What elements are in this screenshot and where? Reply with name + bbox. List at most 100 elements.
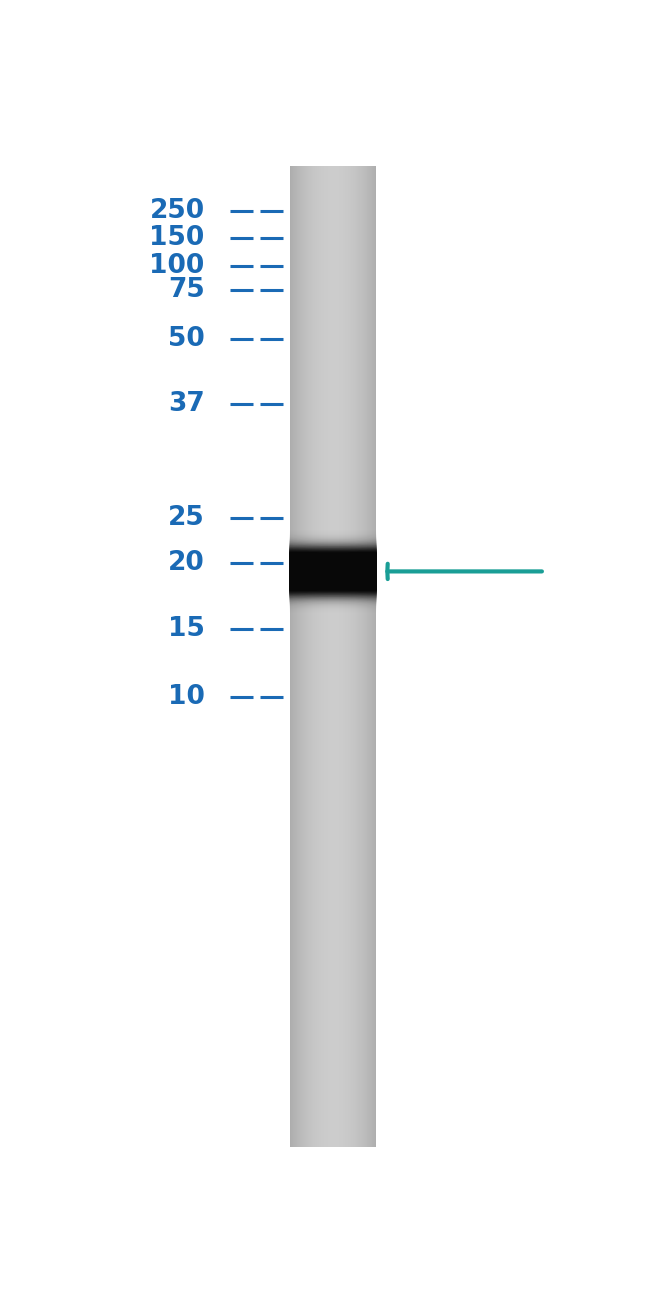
Bar <box>297 166 298 1147</box>
Bar <box>328 166 329 1147</box>
Bar <box>289 552 377 590</box>
Bar <box>369 166 370 1147</box>
Bar <box>319 166 320 1147</box>
Bar <box>289 538 377 604</box>
Bar <box>322 166 323 1147</box>
Bar <box>354 166 356 1147</box>
Bar <box>316 166 317 1147</box>
Bar <box>373 166 374 1147</box>
Bar <box>364 166 365 1147</box>
Bar <box>329 166 330 1147</box>
Bar <box>330 166 331 1147</box>
Bar <box>319 166 320 1147</box>
Bar <box>296 166 298 1147</box>
Bar <box>333 166 335 1147</box>
Bar <box>289 534 377 608</box>
Bar <box>326 166 327 1147</box>
Bar <box>355 166 356 1147</box>
Bar <box>289 552 377 592</box>
Bar <box>289 563 377 580</box>
Bar <box>374 166 375 1147</box>
Bar <box>347 166 348 1147</box>
Bar <box>289 555 377 588</box>
Bar <box>332 166 333 1147</box>
Bar <box>309 166 310 1147</box>
Bar <box>341 166 342 1147</box>
Bar <box>331 166 332 1147</box>
Bar <box>328 166 329 1147</box>
Bar <box>313 166 314 1147</box>
Bar <box>289 532 377 611</box>
Bar <box>320 166 321 1147</box>
Bar <box>302 166 303 1147</box>
Bar <box>367 166 368 1147</box>
Bar <box>289 559 377 584</box>
Bar <box>354 166 355 1147</box>
Bar <box>365 166 366 1147</box>
Bar <box>318 166 319 1147</box>
Bar <box>317 166 318 1147</box>
Bar <box>336 166 337 1147</box>
Bar <box>289 558 377 585</box>
Bar <box>289 536 377 607</box>
Bar <box>367 166 368 1147</box>
Bar <box>311 166 312 1147</box>
Bar <box>321 166 322 1147</box>
Bar <box>289 560 377 582</box>
Bar <box>370 166 371 1147</box>
Bar <box>342 166 343 1147</box>
Bar <box>305 166 306 1147</box>
Bar <box>335 166 336 1147</box>
Bar <box>314 166 315 1147</box>
Bar <box>349 166 350 1147</box>
Bar <box>367 166 368 1147</box>
Bar <box>289 530 377 614</box>
Bar <box>294 166 295 1147</box>
Bar <box>331 166 332 1147</box>
Bar <box>361 166 362 1147</box>
Bar <box>351 166 352 1147</box>
Text: 15: 15 <box>168 616 205 642</box>
Bar <box>289 545 377 598</box>
Bar <box>321 166 322 1147</box>
Bar <box>296 166 297 1147</box>
Bar <box>319 166 320 1147</box>
Bar <box>352 166 354 1147</box>
Bar <box>326 166 327 1147</box>
Bar <box>289 537 377 606</box>
Bar <box>289 530 377 612</box>
Bar <box>295 166 296 1147</box>
Bar <box>338 166 339 1147</box>
Bar <box>291 166 292 1147</box>
Bar <box>289 566 377 578</box>
Bar <box>312 166 313 1147</box>
Bar <box>357 166 358 1147</box>
Bar <box>300 166 301 1147</box>
Bar <box>374 166 375 1147</box>
Bar <box>338 166 339 1147</box>
Bar <box>353 166 354 1147</box>
Bar <box>371 166 372 1147</box>
Bar <box>323 166 324 1147</box>
Bar <box>368 166 369 1147</box>
Bar <box>289 534 377 608</box>
Bar <box>293 166 294 1147</box>
Bar <box>351 166 352 1147</box>
Text: 20: 20 <box>168 550 205 576</box>
Bar <box>313 166 314 1147</box>
Bar <box>289 541 377 602</box>
Bar <box>371 166 372 1147</box>
Bar <box>304 166 305 1147</box>
Bar <box>302 166 303 1147</box>
Bar <box>344 166 345 1147</box>
Bar <box>322 166 323 1147</box>
Bar <box>289 528 377 615</box>
Bar <box>362 166 363 1147</box>
Bar <box>347 166 348 1147</box>
Bar <box>341 166 342 1147</box>
Bar <box>308 166 309 1147</box>
Bar <box>363 166 364 1147</box>
Bar <box>294 166 295 1147</box>
Text: 100: 100 <box>150 254 205 280</box>
Bar <box>301 166 302 1147</box>
